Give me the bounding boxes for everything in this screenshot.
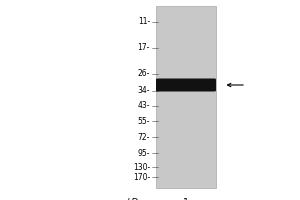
Text: kDa: kDa [126, 198, 144, 200]
Text: 72-: 72- [138, 132, 150, 142]
Text: 43-: 43- [137, 102, 150, 110]
Text: 11-: 11- [138, 18, 150, 26]
FancyBboxPatch shape [156, 79, 216, 92]
Text: 26-: 26- [138, 70, 150, 78]
Text: 34-: 34- [137, 86, 150, 95]
Text: 55-: 55- [137, 116, 150, 126]
Text: 170-: 170- [133, 172, 150, 182]
Text: 130-: 130- [133, 162, 150, 171]
Text: 17-: 17- [138, 44, 150, 52]
Text: 1: 1 [183, 198, 189, 200]
Bar [156, 6, 216, 188]
Text: 95-: 95- [137, 148, 150, 158]
